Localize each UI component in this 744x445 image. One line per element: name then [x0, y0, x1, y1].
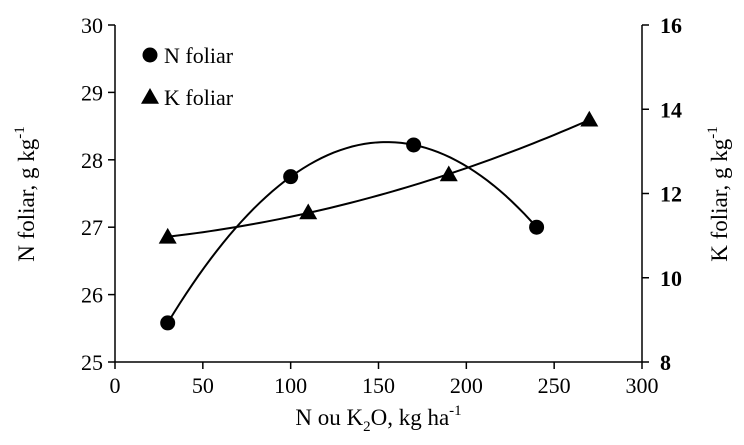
k-foliar-point	[580, 110, 599, 127]
data-points	[158, 110, 599, 331]
right-tick-label: 12	[660, 182, 682, 207]
n-foliar-point	[529, 219, 545, 235]
left-y-axis-label: N foliar, g kg-1	[12, 126, 39, 262]
n-foliar-point	[160, 315, 176, 331]
left-tick-label: 27	[81, 215, 103, 240]
x-tick-label: 0	[110, 373, 121, 398]
legend-k-foliar-marker	[141, 88, 159, 104]
n-foliar-fit-curve	[166, 141, 538, 324]
x-tick-label: 50	[192, 373, 214, 398]
x-tick-label: 300	[626, 373, 659, 398]
right-tick-label: 14	[660, 97, 682, 122]
axes: 25 26 27 28 29 30 8 10 12 14 16 0 50 100 150 200 250 300	[81, 13, 682, 398]
x-tick-label: 200	[450, 373, 483, 398]
k-foliar-point	[158, 227, 177, 244]
legend-n-foliar-marker	[142, 47, 158, 63]
right-tick-label: 10	[660, 266, 682, 291]
x-tick-label: 100	[274, 373, 307, 398]
x-axis-label: N ou K2O, kg ha-1	[295, 403, 461, 435]
left-tick-label: 25	[81, 350, 103, 375]
right-y-axis-label: K foliar, g kg-1	[705, 126, 732, 262]
k-foliar-fit-curve	[167, 119, 590, 238]
left-tick-label: 30	[81, 13, 103, 38]
legend-k-foliar-label: K foliar	[164, 85, 234, 110]
right-tick-label: 8	[660, 350, 671, 375]
n-foliar-point	[406, 137, 422, 153]
n-foliar-point	[283, 169, 299, 185]
axis-labels: N ou K2O, kg ha-1 N foliar, g kg-1 K folia…	[12, 126, 732, 435]
x-tick-label: 250	[538, 373, 571, 398]
left-tick-label: 26	[81, 283, 103, 308]
k-foliar-point	[299, 203, 318, 220]
right-tick-label: 16	[660, 13, 682, 38]
legend: N foliar K foliar	[141, 43, 234, 110]
legend-n-foliar-label: N foliar	[164, 43, 234, 68]
x-tick-label: 150	[362, 373, 395, 398]
left-tick-label: 29	[81, 80, 103, 105]
fit-curves	[166, 119, 590, 324]
k-foliar-point	[439, 165, 458, 182]
left-tick-label: 28	[81, 148, 103, 173]
